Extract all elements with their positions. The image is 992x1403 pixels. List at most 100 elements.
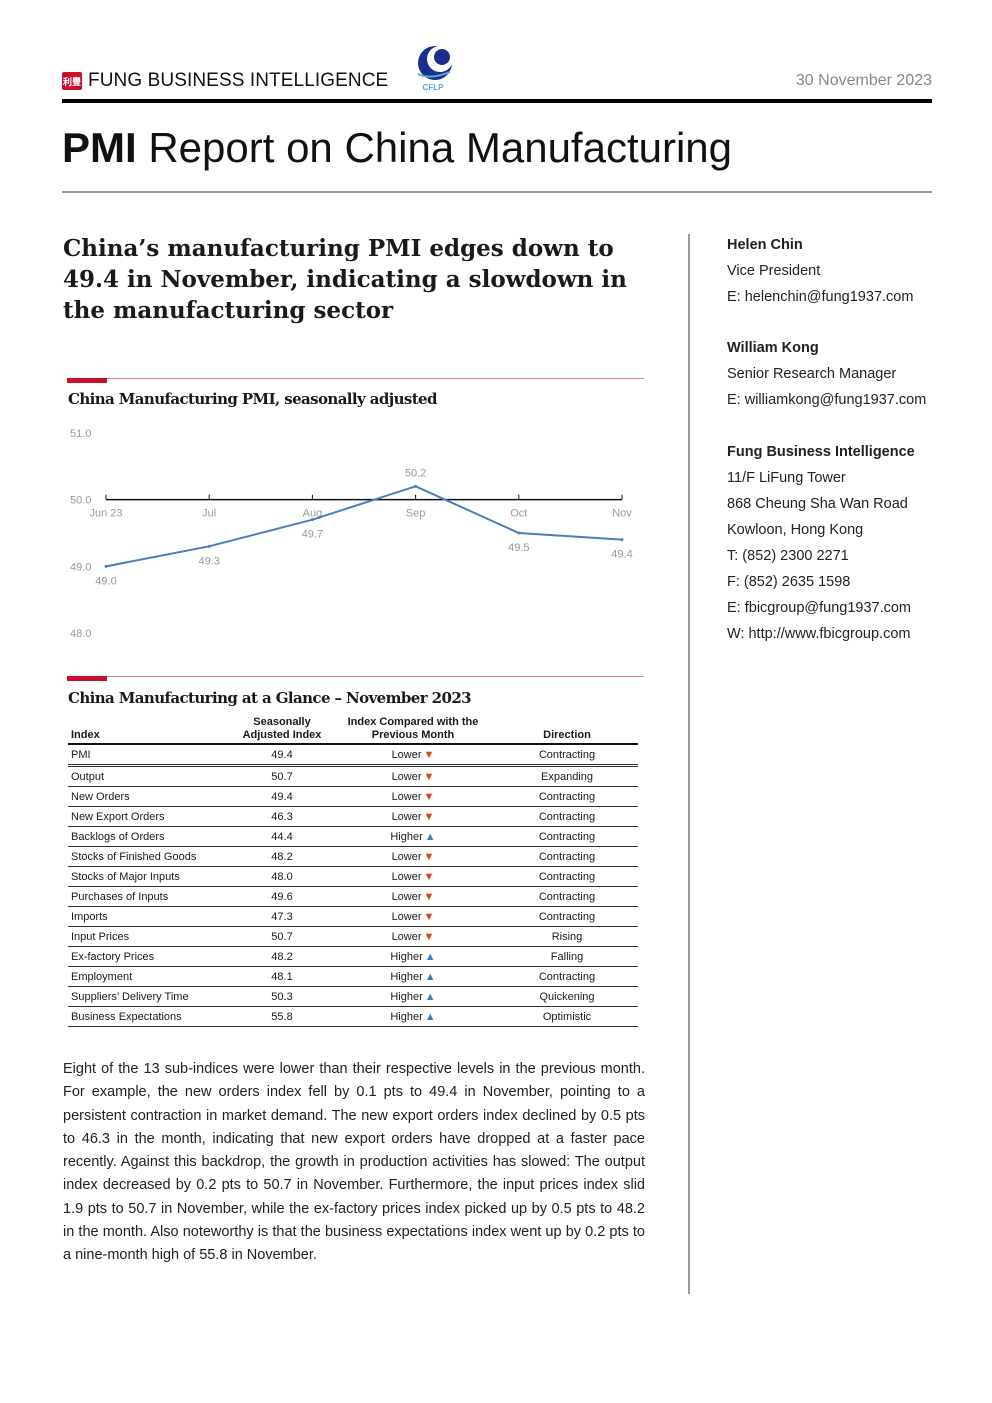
arrow-up-icon: ▲ xyxy=(424,970,436,983)
comparison-label: Higher xyxy=(390,830,423,843)
row-index-name: PMI xyxy=(68,744,234,767)
row-index-name: Employment xyxy=(68,966,234,987)
table-row: Purchases of Inputs 49.6 Lower ▼ Contracting xyxy=(68,886,638,907)
comparison-label: Higher xyxy=(390,1010,423,1023)
comparison-label: Lower xyxy=(391,748,422,761)
arrow-down-icon: ▼ xyxy=(423,850,435,863)
row-comparison: Higher ▲ xyxy=(330,986,496,1007)
arrow-down-icon: ▼ xyxy=(423,930,435,943)
chart-section-rule xyxy=(67,378,644,379)
arrow-down-icon: ▼ xyxy=(423,810,435,823)
org-contact: Fung Business Intelligence 11/F LiFung T… xyxy=(727,439,915,647)
x-tick-label: Oct xyxy=(510,508,527,520)
sidebar-divider xyxy=(688,234,690,1294)
row-direction: Contracting xyxy=(496,906,638,927)
pmi-series-line xyxy=(105,485,623,568)
comparison-label: Higher xyxy=(390,970,423,983)
org-website[interactable]: W: http://www.fbicgroup.com xyxy=(727,626,911,642)
comparison-label: Lower xyxy=(391,930,422,943)
row-index-name: Suppliers’ Delivery Time xyxy=(68,986,234,1007)
arrow-down-icon: ▼ xyxy=(423,770,435,783)
row-direction: Contracting xyxy=(496,826,638,847)
chart-section-title: China Manufacturing PMI, seasonally adju… xyxy=(68,390,437,408)
comparison-label: Lower xyxy=(391,870,422,883)
comparison-label: Higher xyxy=(390,950,423,963)
x-tick-label: Sep xyxy=(406,508,426,520)
table-section-rule xyxy=(67,676,644,677)
table-row: Stocks of Finished Goods 48.2 Lower ▼ Contra… xyxy=(68,846,638,867)
row-adjusted-value: 50.7 xyxy=(234,765,330,787)
comparison-label: Lower xyxy=(391,910,422,923)
arrow-down-icon: ▼ xyxy=(423,890,435,903)
row-comparison: Lower ▼ xyxy=(330,906,496,927)
arrow-up-icon: ▲ xyxy=(424,1010,436,1023)
chart-section-marker xyxy=(67,378,107,383)
row-comparison: Lower ▼ xyxy=(330,765,496,787)
row-comparison: Lower ▼ xyxy=(330,846,496,867)
comparison-label: Higher xyxy=(390,990,423,1003)
contact-role: Senior Research Manager xyxy=(727,366,897,382)
contact-name: Helen Chin xyxy=(727,237,803,253)
row-comparison: Lower ▼ xyxy=(330,866,496,887)
row-comparison: Lower ▼ xyxy=(330,806,496,827)
row-direction: Contracting xyxy=(496,966,638,987)
data-label: 49.5 xyxy=(508,542,529,554)
pmi-line-chart: 51.0 50.0 49.0 48.0 Jun 23 Jul Aug Sep Oct Nov 49.… xyxy=(70,428,633,640)
cflp-label: CFLP xyxy=(423,83,445,92)
table-section-title: China Manufacturing at a Glance – Novemb… xyxy=(68,689,472,707)
contact-email[interactable]: E: helenchin@fung1937.com xyxy=(727,289,914,305)
row-adjusted-value: 50.3 xyxy=(234,986,330,1007)
cflp-logo-icon: CFLP xyxy=(417,46,453,92)
data-label: 49.4 xyxy=(611,549,632,561)
row-direction: Falling xyxy=(496,946,638,967)
table-row: Backlogs of Orders 44.4 Higher ▲ Contracting xyxy=(68,826,638,847)
y-tick-label: 50.0 xyxy=(70,495,91,507)
table-row: Employment 48.1 Higher ▲ Contracting xyxy=(68,966,638,987)
row-direction: Contracting xyxy=(496,846,638,867)
row-comparison: Higher ▲ xyxy=(330,1006,496,1027)
row-adjusted-value: 46.3 xyxy=(234,806,330,827)
row-index-name: Input Prices xyxy=(68,926,234,947)
row-index-name: Ex-factory Prices xyxy=(68,946,234,967)
row-comparison: Lower ▼ xyxy=(330,926,496,947)
row-adjusted-value: 47.3 xyxy=(234,906,330,927)
col-header-compared: Index Compared with the Previous Month xyxy=(330,716,496,745)
row-adjusted-value: 48.2 xyxy=(234,946,330,967)
row-index-name: New Orders xyxy=(68,786,234,807)
col-header-direction: Direction xyxy=(496,716,638,745)
contact-william: William Kong Senior Research Manager E: … xyxy=(727,335,926,413)
org-address-1: 11/F LiFung Tower xyxy=(727,470,846,486)
row-comparison: Higher ▲ xyxy=(330,826,496,847)
col-header-index: Index xyxy=(68,716,234,745)
org-phone: T: (852) 2300 2271 xyxy=(727,548,849,564)
table-row: Stocks of Major Inputs 48.0 Lower ▼ Contract… xyxy=(68,866,638,887)
data-point xyxy=(207,544,211,548)
row-direction: Contracting xyxy=(496,866,638,887)
data-label: 49.0 xyxy=(95,575,116,587)
org-name: Fung Business Intelligence xyxy=(727,444,915,460)
data-point xyxy=(620,538,624,542)
row-index-name: Output xyxy=(68,765,234,787)
arrow-down-icon: ▼ xyxy=(423,910,435,923)
row-adjusted-value: 49.6 xyxy=(234,886,330,907)
org-email[interactable]: E: fbicgroup@fung1937.com xyxy=(727,600,911,616)
title-rest: Report on China Manufacturing xyxy=(136,124,733,171)
table-row: Input Prices 50.7 Lower ▼ Rising xyxy=(68,926,638,947)
data-point xyxy=(310,518,314,522)
row-adjusted-value: 44.4 xyxy=(234,826,330,847)
data-point xyxy=(104,564,108,568)
data-label: 49.3 xyxy=(198,555,219,567)
row-comparison: Lower ▼ xyxy=(330,886,496,907)
data-label: 49.7 xyxy=(302,529,323,541)
row-comparison: Lower ▼ xyxy=(330,786,496,807)
contact-helen: Helen Chin Vice President E: helenchin@f… xyxy=(727,232,913,310)
arrow-up-icon: ▲ xyxy=(424,950,436,963)
header-rule xyxy=(62,99,932,103)
brand-name: FUNG BUSINESS INTELLIGENCE xyxy=(88,70,389,91)
row-adjusted-value: 49.4 xyxy=(234,744,330,767)
x-tick-label: Jun 23 xyxy=(89,508,122,520)
y-tick-label: 48.0 xyxy=(70,628,91,640)
table-row: Output 50.7 Lower ▼ Expanding xyxy=(68,765,638,787)
comparison-label: Lower xyxy=(391,770,422,783)
contact-email[interactable]: E: williamkong@fung1937.com xyxy=(727,392,927,408)
